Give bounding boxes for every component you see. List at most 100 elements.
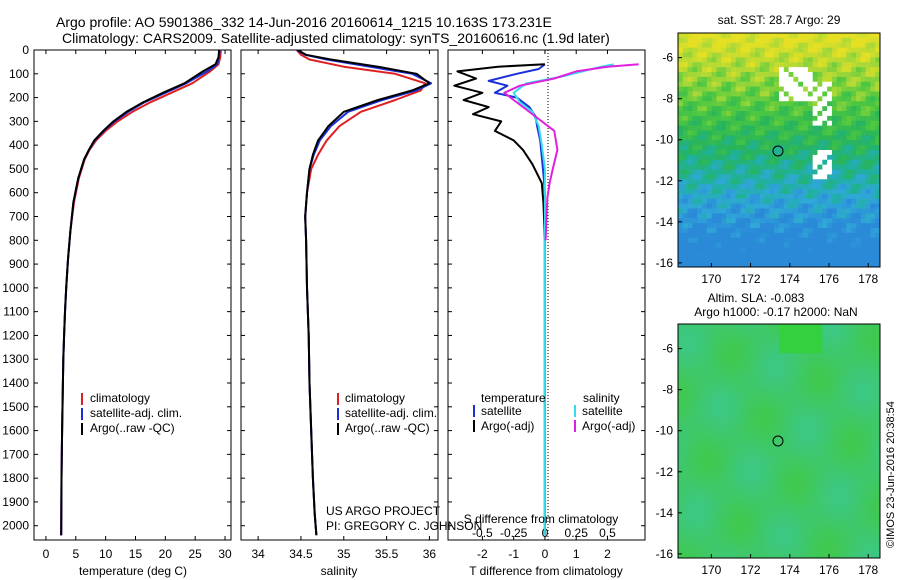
map-cell	[678, 164, 684, 170]
map-cell	[793, 57, 799, 63]
map-cell	[865, 252, 871, 258]
map-cell	[865, 455, 871, 461]
map-cell	[788, 67, 794, 73]
map-cell	[692, 91, 698, 97]
map-cell	[764, 262, 770, 267]
map-cell	[716, 470, 722, 476]
map-cell	[875, 228, 880, 234]
map-cell	[803, 402, 809, 408]
map-cell	[841, 140, 847, 146]
map-cell	[750, 475, 756, 481]
map-cell	[841, 475, 847, 481]
map-cell	[783, 62, 790, 68]
map-cell	[745, 475, 751, 481]
map-cell	[697, 184, 703, 190]
map-cell	[735, 436, 741, 442]
map-cell	[783, 475, 790, 481]
map-cell	[678, 232, 684, 239]
map-cell	[836, 338, 842, 344]
map-cell	[807, 120, 814, 127]
map-cell	[798, 154, 804, 161]
map-cell	[682, 431, 689, 437]
map-cell	[807, 504, 814, 510]
map-cell	[841, 120, 847, 127]
map-cell	[783, 441, 790, 447]
map-cell	[817, 111, 823, 117]
map-cell	[687, 96, 693, 102]
map-cell	[687, 514, 693, 520]
map-cell	[735, 106, 741, 112]
map-cell	[851, 377, 857, 383]
map-cell	[682, 543, 689, 549]
map-cell	[836, 519, 842, 525]
map-cell	[855, 489, 862, 496]
map-cell	[846, 445, 852, 452]
map-cell	[812, 480, 818, 486]
map-cell	[817, 431, 823, 437]
map-cell	[706, 367, 713, 374]
map-cell	[793, 372, 799, 379]
map-cell	[740, 343, 746, 349]
map-cell	[860, 348, 866, 354]
map-cell	[774, 538, 780, 544]
map-cell	[846, 353, 852, 359]
map-cell	[798, 47, 804, 53]
map-cell	[803, 367, 809, 374]
map-cell	[860, 358, 866, 364]
map-cell	[855, 436, 862, 442]
map-cell	[682, 353, 689, 359]
map-cell	[687, 62, 693, 68]
map-cell	[759, 436, 765, 442]
map-cell	[851, 96, 857, 102]
map-cell	[754, 203, 761, 209]
map-cell	[836, 367, 842, 374]
map-cell	[803, 198, 809, 205]
map-cell	[807, 538, 814, 544]
map-cell	[875, 184, 880, 190]
map-cell	[764, 445, 770, 452]
map-cell	[846, 198, 852, 205]
map-cell	[750, 387, 756, 393]
map-cell	[779, 62, 785, 68]
map-cell	[711, 377, 717, 383]
map-cell	[692, 358, 698, 364]
map-cell	[740, 348, 746, 354]
map-cell	[788, 431, 794, 437]
map-cell	[735, 460, 741, 466]
map-cell	[745, 203, 751, 209]
map-cell	[687, 33, 693, 39]
map-cell	[788, 460, 794, 466]
map-cell	[697, 232, 703, 239]
map-cell	[735, 504, 741, 510]
map-cell	[745, 328, 751, 335]
map-cell	[875, 198, 880, 205]
map-cell	[697, 392, 703, 398]
map-cell	[682, 135, 689, 141]
map-cell	[702, 67, 708, 73]
map-cell	[754, 47, 761, 53]
map-cell	[827, 262, 833, 267]
map-cell	[855, 387, 862, 393]
map-cell	[860, 135, 866, 141]
map-cell	[841, 150, 847, 156]
map-cell	[740, 426, 746, 432]
depth-tick-label: 1800	[2, 471, 29, 485]
map-cell	[702, 91, 708, 97]
map-cell	[730, 140, 737, 146]
map-cell	[836, 363, 842, 369]
map-cell	[702, 431, 708, 437]
map-cell	[875, 392, 880, 398]
map-cell	[841, 528, 847, 535]
map-cell	[788, 52, 794, 58]
map-cell	[860, 169, 866, 175]
map-cell	[716, 372, 722, 379]
map-cell	[860, 548, 866, 554]
map-cell	[875, 421, 880, 427]
map-cell	[764, 164, 770, 170]
map-cell	[788, 382, 794, 388]
map-cell	[740, 169, 746, 175]
map-cell	[726, 125, 732, 131]
map-cell	[851, 193, 857, 200]
map-cell	[678, 125, 684, 131]
map-cell	[716, 475, 722, 481]
